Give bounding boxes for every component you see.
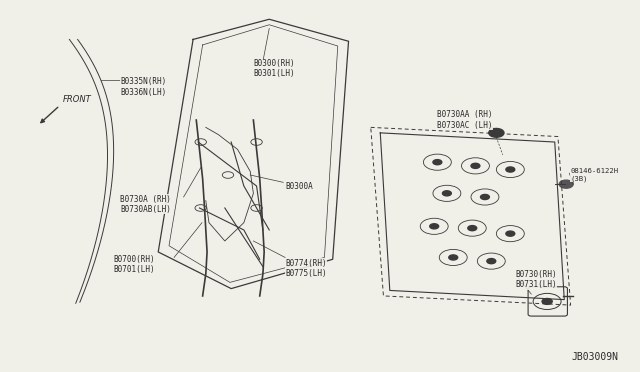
Circle shape	[506, 167, 515, 172]
Circle shape	[471, 163, 480, 169]
Circle shape	[542, 298, 552, 304]
Text: JB03009N: JB03009N	[571, 352, 618, 362]
Text: B0300(RH)
B0301(LH): B0300(RH) B0301(LH)	[253, 59, 295, 78]
Text: B0774(RH)
B0775(LH): B0774(RH) B0775(LH)	[285, 259, 327, 278]
Text: B0730A (RH)
B0730AB(LH): B0730A (RH) B0730AB(LH)	[120, 195, 171, 214]
Circle shape	[481, 195, 490, 199]
Circle shape	[489, 128, 504, 137]
Text: B0700(RH)
B0701(LH): B0700(RH) B0701(LH)	[114, 255, 156, 275]
Circle shape	[429, 224, 438, 229]
Text: B0335N(RH)
B0336N(LH): B0335N(RH) B0336N(LH)	[120, 77, 166, 97]
Text: B0300A: B0300A	[285, 182, 313, 190]
FancyBboxPatch shape	[528, 287, 568, 316]
Circle shape	[559, 180, 573, 188]
Circle shape	[468, 225, 477, 231]
Circle shape	[506, 231, 515, 236]
Circle shape	[449, 255, 458, 260]
Text: B0730(RH)
B0731(LH): B0730(RH) B0731(LH)	[515, 270, 557, 289]
Circle shape	[442, 191, 451, 196]
Text: FRONT: FRONT	[63, 94, 92, 103]
Text: B0730AA (RH)
B0730AC (LH): B0730AA (RH) B0730AC (LH)	[437, 110, 493, 130]
Circle shape	[487, 259, 496, 264]
Circle shape	[433, 160, 442, 165]
Text: 08146-6122H
(3B): 08146-6122H (3B)	[571, 168, 619, 182]
